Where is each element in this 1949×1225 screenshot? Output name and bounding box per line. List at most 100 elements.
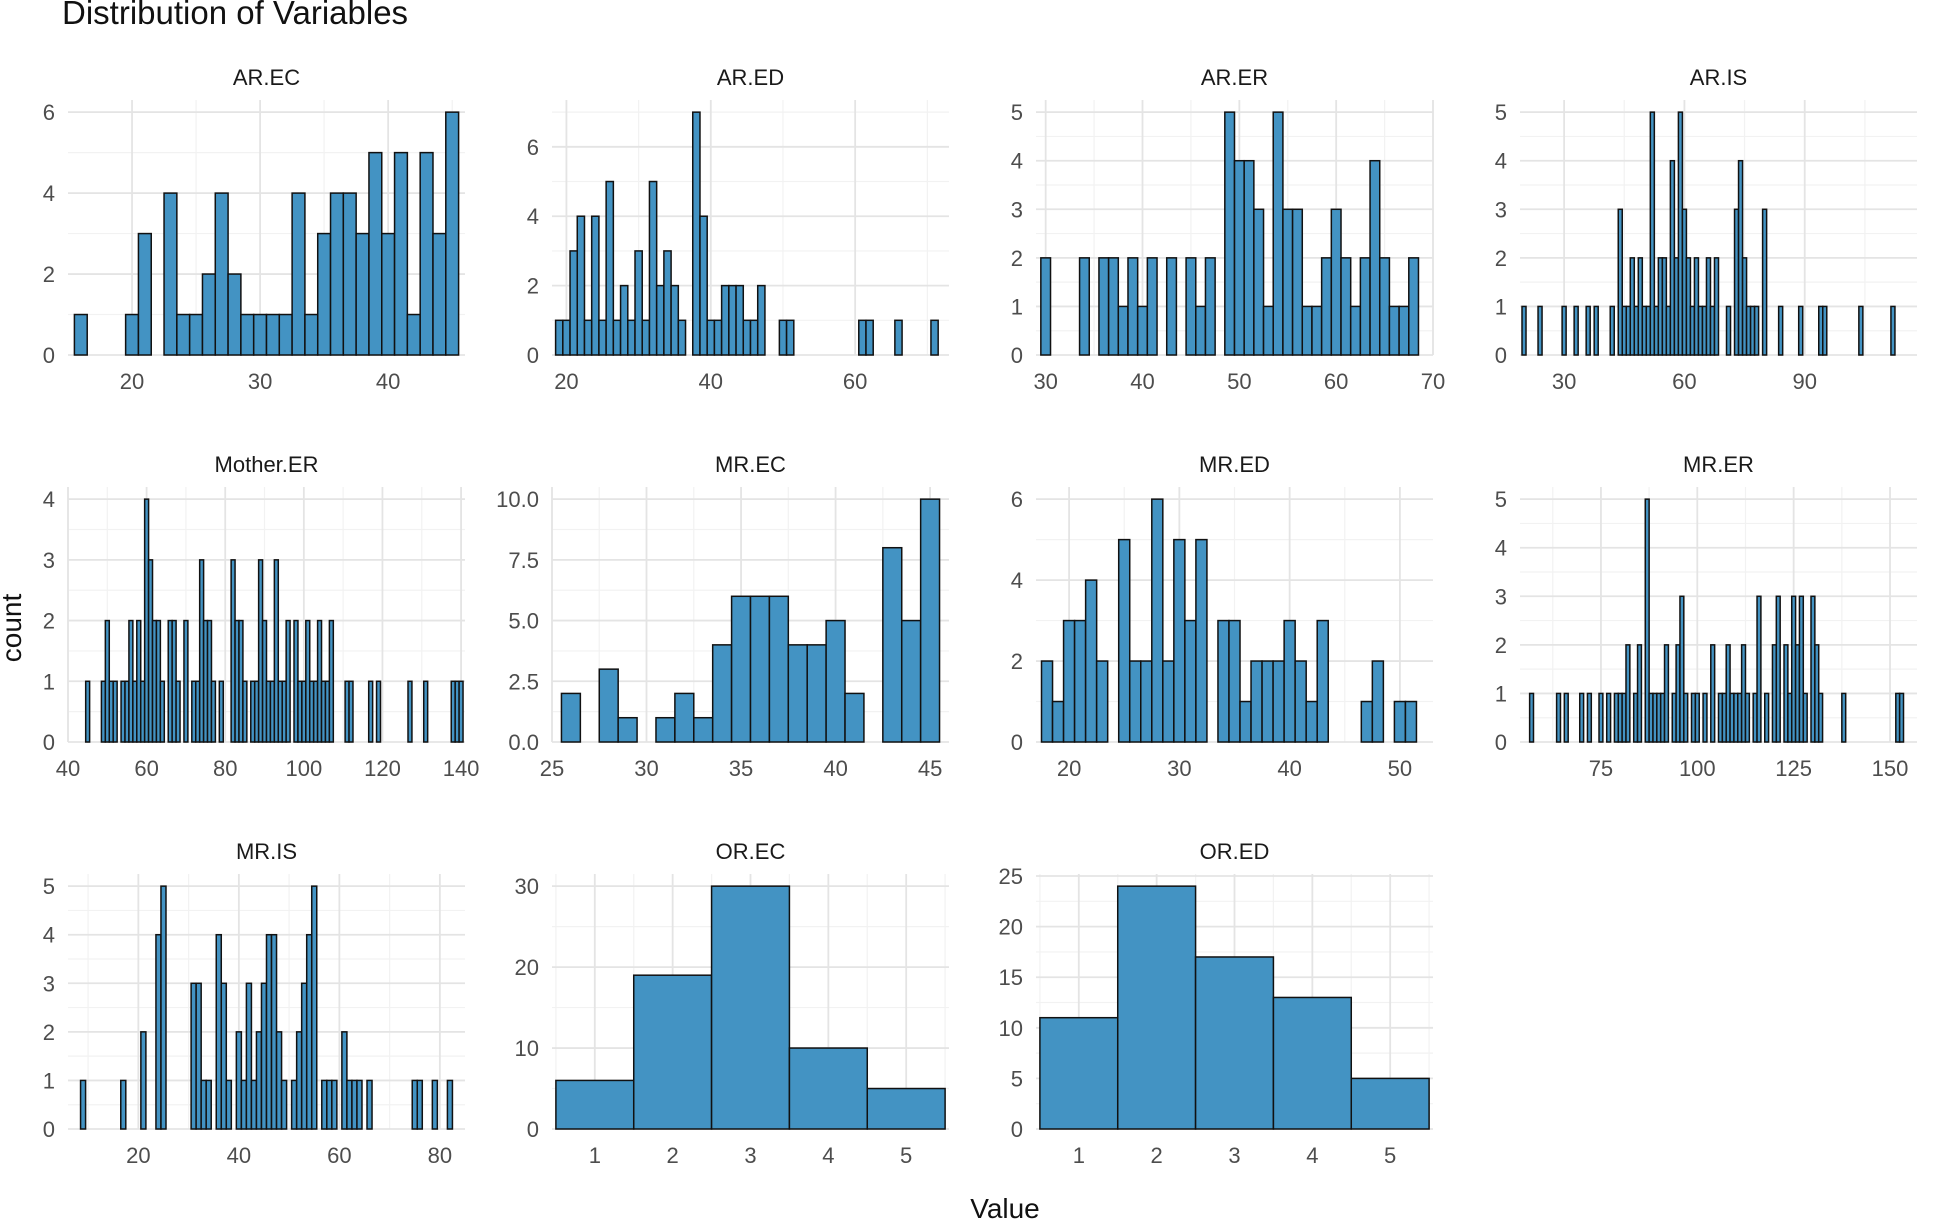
histogram-bar	[140, 1031, 147, 1130]
y-tick-label: 20	[515, 955, 539, 980]
y-tick-label: 4	[527, 204, 539, 229]
histogram-bar	[240, 1079, 248, 1130]
histogram-bar	[1764, 692, 1770, 743]
histogram-bar	[120, 1079, 127, 1130]
y-tick-label: 1	[1495, 294, 1507, 319]
facet-plot: Mother.ER 0 1 2 3 4 40 60 80 100 120 140	[43, 452, 480, 781]
histogram-bar	[316, 232, 332, 356]
y-tick-label: 2	[43, 609, 55, 634]
histogram-bar	[159, 680, 166, 743]
histogram-bar	[1694, 692, 1700, 743]
histogram-bar	[1173, 538, 1186, 743]
histogram-bar	[1537, 305, 1543, 356]
histogram-bar	[730, 595, 752, 743]
y-tick-labels: 0 5 10 15 20 25	[999, 864, 1023, 1142]
histogram-bar	[1040, 660, 1054, 743]
x-tick-labels: 20 30 40 50	[1057, 756, 1412, 781]
histogram-bar	[590, 215, 600, 356]
histogram-bar	[348, 680, 354, 743]
histogram-bar	[183, 619, 189, 743]
histogram-bar	[1228, 619, 1241, 743]
histogram-bar	[160, 885, 167, 1130]
histogram-bar	[711, 644, 733, 743]
y-tick-label: 4	[43, 487, 55, 512]
x-tick-label: 50	[1227, 369, 1251, 394]
x-tick-label: 125	[1775, 756, 1812, 781]
y-tick-label: 2	[527, 274, 539, 299]
x-tick-labels: 40 60 80 100 120 140	[56, 756, 480, 781]
y-tick-label: 10	[999, 1016, 1023, 1041]
histogram-bar	[1117, 305, 1129, 356]
histogram-bar	[844, 692, 865, 743]
histogram-bar	[720, 284, 730, 356]
y-tick-label: 5	[1495, 100, 1507, 125]
histogram-bar	[1040, 257, 1052, 356]
histogram-bar	[124, 313, 140, 356]
facet-title: OR.ED	[1200, 839, 1270, 864]
histogram-bar	[627, 319, 636, 356]
histogram-bar	[79, 1079, 87, 1130]
histogram-bar	[1398, 305, 1410, 356]
facet-or-ec: OR.EC 0 10 20 30 1 2 3 4 5	[484, 829, 959, 1179]
histogram-bar	[1586, 692, 1593, 743]
histogram-bar	[612, 319, 622, 356]
histogram-bar	[1593, 305, 1599, 356]
x-tick-label: 5	[1384, 1143, 1396, 1168]
histogram-bar	[1555, 692, 1562, 743]
x-tick-label: 20	[126, 1143, 150, 1168]
x-tick-label: 60	[843, 369, 867, 394]
x-tick-label: 40	[1130, 369, 1154, 394]
histogram-bar	[632, 974, 713, 1130]
histogram-bar	[768, 595, 790, 743]
histogram-bar	[1117, 538, 1131, 743]
histogram-bar	[692, 111, 701, 356]
facet-mr-ec: MR.EC 0.0 2.5 5.0 7.5 10.0 25 30 35 40 45	[484, 442, 959, 792]
histogram-bar	[674, 692, 695, 743]
y-tick-label: 20	[999, 915, 1023, 940]
histogram-bar	[250, 1079, 258, 1130]
facet-title: Mother.ER	[215, 452, 319, 477]
histogram-bar	[210, 680, 217, 743]
histogram-bar	[273, 559, 280, 743]
facet-title: MR.ER	[1683, 452, 1754, 477]
y-tick-label: 4	[1011, 149, 1023, 174]
histogram-bar	[699, 215, 708, 356]
x-tick-label: 45	[918, 756, 942, 781]
histogram-bar	[693, 716, 714, 743]
histogram-bar	[235, 1031, 243, 1130]
histogram-bars	[560, 498, 941, 743]
histogram-bar	[295, 1031, 303, 1130]
x-tick-label: 20	[1057, 756, 1081, 781]
histogram-bar	[555, 1079, 635, 1130]
histogram-bar	[280, 1079, 288, 1130]
x-tick-label: 40	[376, 369, 400, 394]
y-tick-label: 3	[1011, 197, 1023, 222]
histogram-bar	[742, 319, 752, 356]
histogram-bar	[576, 215, 586, 356]
y-tick-labels: 0 2 4 6	[1011, 487, 1023, 755]
x-tick-labels: 30 40 50 60 70	[1033, 369, 1445, 394]
histogram-bar	[411, 1079, 419, 1130]
facet-plot: MR.EC 0.0 2.5 5.0 7.5 10.0 25 30 35 40 45	[496, 452, 949, 781]
facet-plot: OR.ED 0 5 10 15 20 25 1 2 3 4 5	[999, 839, 1433, 1168]
y-tick-labels: 0 1 2 3 4	[43, 487, 55, 755]
x-tick-label: 30	[634, 756, 658, 781]
y-tick-label: 0	[43, 1117, 55, 1142]
y-tick-labels: 0 1 2 3 4 5	[1495, 487, 1507, 755]
histogram-bar	[1598, 692, 1604, 743]
histogram-bar	[137, 232, 152, 356]
histogram-bar	[1305, 700, 1318, 743]
y-tick-label: 2	[1011, 246, 1023, 271]
x-tick-label: 60	[1324, 369, 1348, 394]
histogram-bar	[1702, 692, 1708, 743]
histogram-bar	[1817, 692, 1824, 743]
histogram-bar	[554, 319, 564, 356]
histogram-bar	[1127, 257, 1139, 356]
y-tick-label: 7.5	[508, 548, 539, 573]
histogram-bars	[73, 111, 460, 356]
x-tick-label: 4	[822, 1143, 834, 1168]
histogram-bar	[1272, 660, 1285, 743]
x-tick-label: 2	[667, 1143, 679, 1168]
x-tick-labels: 25 30 35 40 45	[540, 756, 943, 781]
facet-ar-is: AR.IS 0 1 2 3 4 5 30 60 90	[1452, 55, 1927, 405]
